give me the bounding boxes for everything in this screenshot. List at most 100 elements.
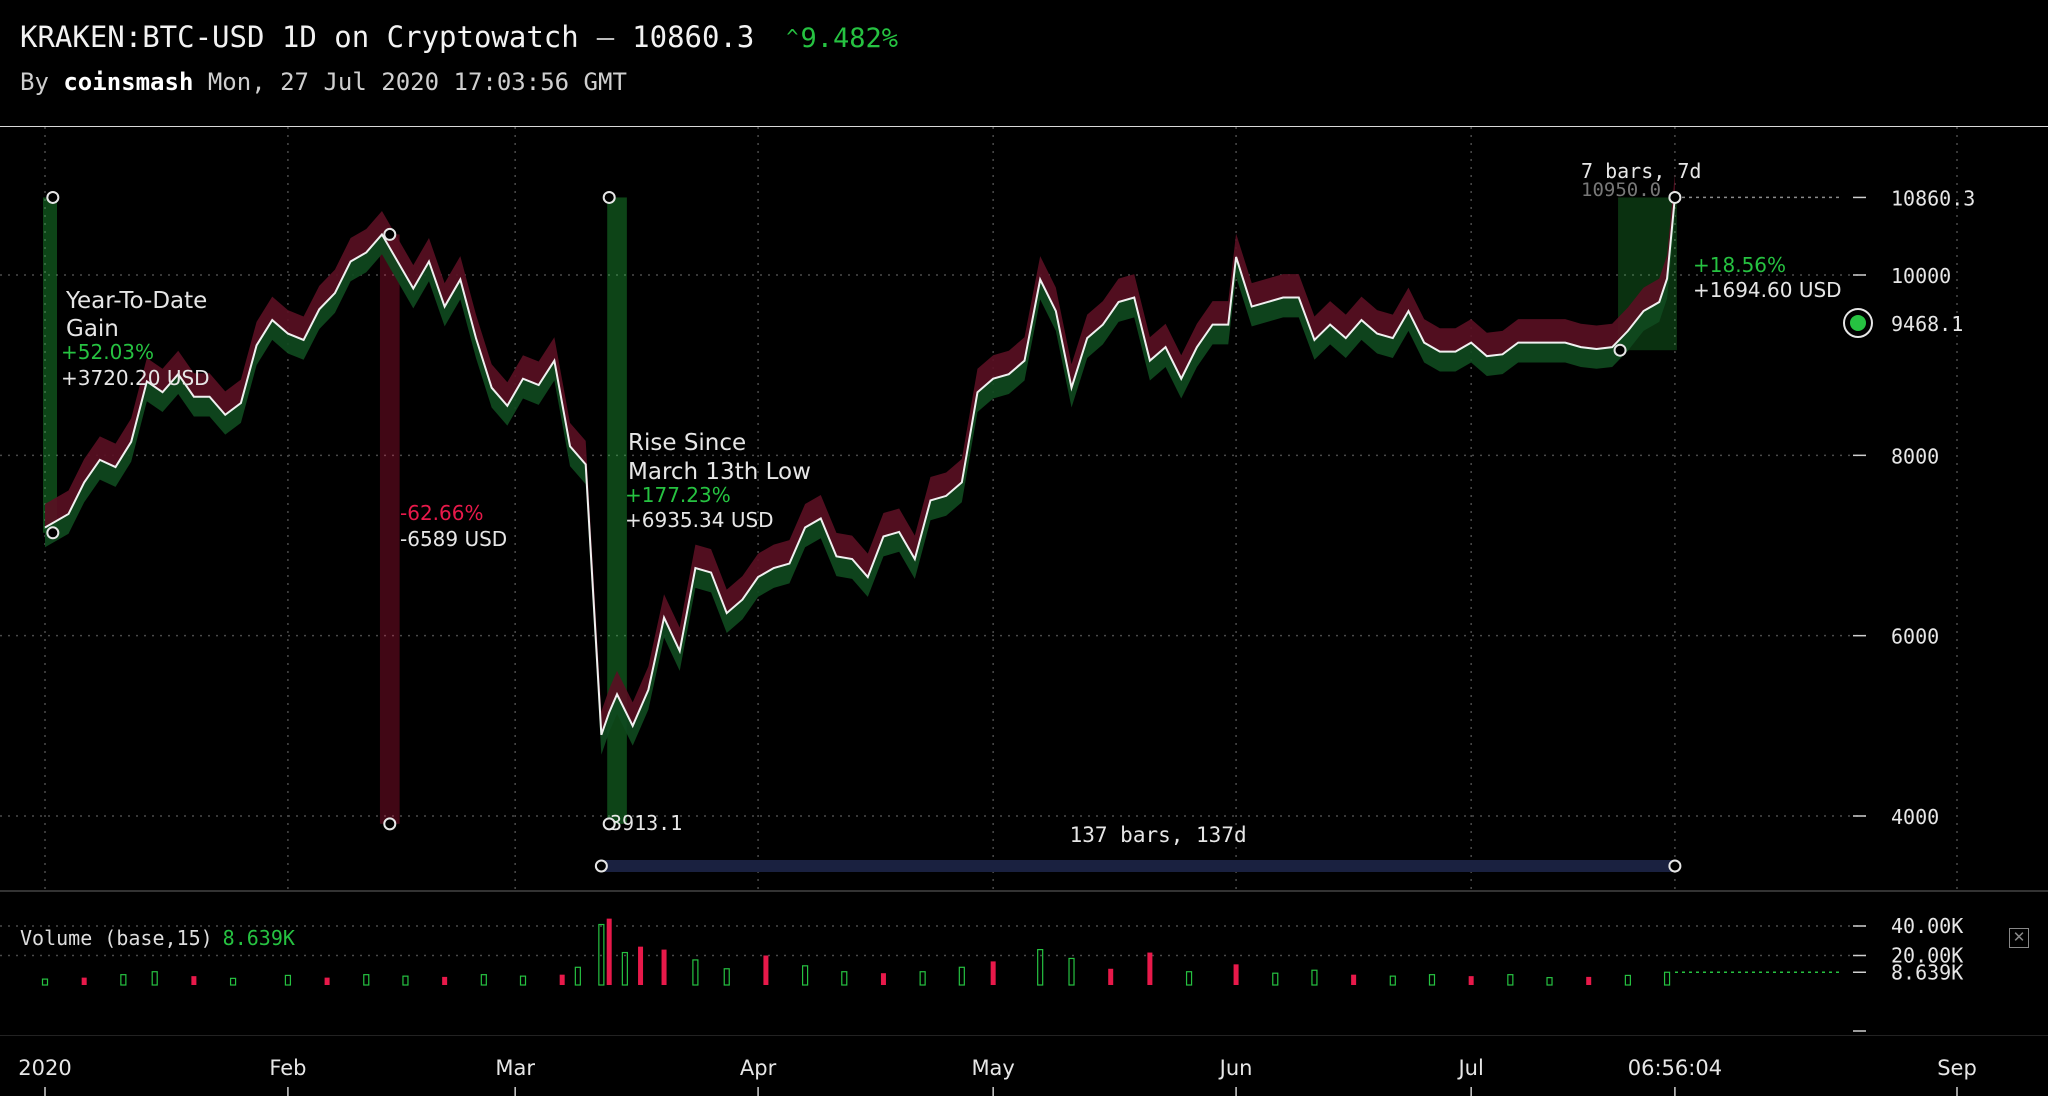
week-change-pct: +18.56%	[1693, 253, 1786, 277]
x-tick-label: Feb	[269, 1056, 306, 1080]
x-tick-label: May	[971, 1056, 1014, 1080]
last-price-label: 10860.3	[1891, 186, 1975, 210]
volume-title: Volume (base,15)	[20, 926, 213, 950]
volume-bar	[480, 974, 487, 986]
drop-change-pct: -62.66%	[400, 501, 483, 525]
symbol-title: KRAKEN:BTC-USD 1D on Cryptowatch	[20, 20, 579, 54]
volume-bar	[763, 955, 769, 985]
anchor-handle	[602, 817, 616, 831]
current-price-marker-ring	[1843, 307, 1873, 338]
last-price: 10860.3	[632, 20, 755, 54]
volume-bar	[801, 965, 809, 986]
volume-bar	[919, 971, 926, 986]
volume-bar	[621, 951, 628, 986]
volume-bar	[638, 946, 644, 985]
volume-bar	[880, 973, 886, 985]
ytd-label-line1: Year-To-Date	[65, 288, 207, 314]
volume-bar	[1428, 974, 1436, 986]
volume-chart[interactable]: 20.00K 40.00K 8.639K	[0, 890, 2048, 1035]
vol-tick-label: 20.00K	[1891, 944, 1963, 968]
timestamp: Mon, 27 Jul 2020 17:03:56 GMT	[207, 68, 627, 96]
volume-bar	[363, 974, 370, 986]
x-tick-label: Jun	[1218, 1056, 1253, 1080]
chart-title: KRAKEN:BTC-USD 1D on Cryptowatch — 10860.3…	[20, 20, 898, 54]
y-tick-label: 8000	[1891, 444, 1939, 468]
range-end-handle	[1668, 859, 1682, 873]
volume-bar	[574, 966, 581, 986]
anchor-handle	[602, 190, 616, 204]
x-tick-label: Apr	[740, 1056, 777, 1080]
low-price-label: 3913.1	[610, 811, 682, 835]
byline: By coinsmash Mon, 27 Jul 2020 17:03:56 G…	[20, 68, 627, 96]
volume-bar	[120, 974, 127, 986]
volume-bar	[692, 959, 699, 986]
ytd-label-line2: Gain	[66, 316, 119, 342]
range-bars-label: 137 bars, 137d	[1070, 823, 1247, 847]
close-volume-icon[interactable]: ✕	[2009, 928, 2029, 948]
volume-bar	[1507, 974, 1514, 986]
week-high-label: 10950.0	[1581, 179, 1661, 201]
volume-bar	[1351, 974, 1357, 985]
y-tick-label: 6000	[1891, 625, 1939, 649]
rise-label-line2: March 13th Low	[628, 459, 811, 485]
volume-bar	[1068, 957, 1075, 986]
volume-current: 8.639K	[222, 926, 295, 950]
week-change-abs: +1694.60 USD	[1693, 278, 1842, 302]
x-tick-label: 2020	[18, 1056, 71, 1080]
volume-bar	[1663, 971, 1671, 986]
volume-bar	[41, 978, 49, 986]
volume-bar	[723, 968, 730, 986]
volume-bar	[402, 975, 409, 986]
volume-bar	[661, 949, 667, 985]
y-tick-label: 4000	[1891, 805, 1939, 829]
volume-bar	[1108, 968, 1114, 985]
price-chart[interactable]: 4000 6000 8000 10000 10860.3 9468.1 137 bars, …	[0, 127, 2048, 889]
vol-tick-label: 40.00K	[1891, 914, 1963, 938]
by-label: By	[20, 68, 49, 96]
volume-bar	[1311, 969, 1318, 986]
vol-current-label: 8.639K	[1891, 960, 1963, 984]
volume-bar	[191, 976, 197, 985]
volume-bar	[151, 971, 158, 986]
marker-price-label: 9468.1	[1891, 312, 1963, 336]
anchor-handle	[383, 227, 397, 241]
x-tick-label: Sep	[1937, 1056, 1977, 1080]
volume-bar	[841, 971, 848, 986]
title-separator: —	[596, 20, 615, 54]
anchor-handle	[1613, 343, 1627, 357]
range-start-handle	[594, 859, 608, 873]
volume-bar	[284, 974, 292, 986]
volume-bar	[324, 977, 330, 985]
volume-bar	[990, 961, 996, 985]
range-measure-bar	[601, 860, 1675, 872]
bull-cloud	[45, 197, 1675, 755]
volume-bar	[1624, 974, 1631, 986]
rise-label-line1: Rise Since	[628, 430, 746, 456]
author-link[interactable]: coinsmash	[63, 68, 194, 96]
volume-bar	[559, 974, 565, 985]
anchor-handle	[383, 817, 397, 831]
volume-bar	[519, 975, 527, 986]
volume-bar	[1586, 976, 1592, 985]
chart-header: KRAKEN:BTC-USD 1D on Cryptowatch — 10860.3…	[0, 0, 2048, 127]
volume-bar	[598, 923, 605, 986]
volume-label: Volume (base,15) 8.639K	[20, 926, 295, 950]
volume-bar	[229, 977, 237, 986]
measure-box	[43, 197, 57, 533]
rise-change-abs: +6935.34 USD	[625, 508, 774, 532]
volume-bar	[1389, 975, 1396, 986]
week-bars-label: 7 bars, 7d	[1581, 159, 1701, 183]
volume-bar	[958, 966, 965, 986]
rise-change-pct: +177.23%	[625, 483, 731, 507]
x-tick-label: Mar	[495, 1056, 535, 1080]
volume-bar	[1037, 948, 1044, 986]
anchor-handle	[46, 190, 60, 204]
volume-bar	[1272, 972, 1279, 986]
volume-bar	[81, 977, 87, 985]
time-axis: 2020 Feb Mar Apr May Jun Jul 06:56:04 Sep	[0, 1035, 2048, 1096]
anchor-handle	[46, 526, 60, 540]
price-change: ^9.482%	[786, 23, 898, 54]
y-tick-label: 10000	[1891, 264, 1951, 288]
volume-bar	[1147, 952, 1153, 985]
measure-box	[607, 197, 627, 824]
